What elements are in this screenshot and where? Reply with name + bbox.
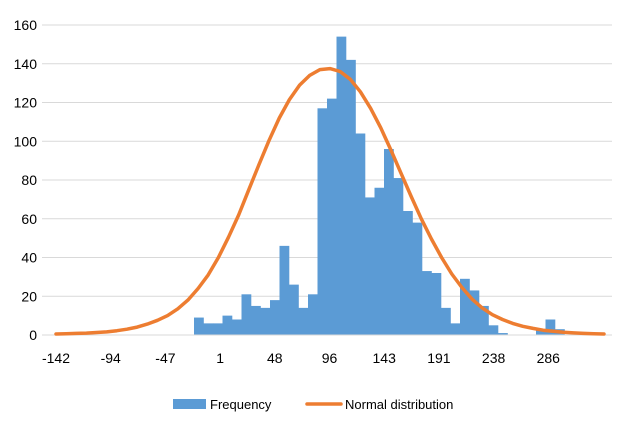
frequency-bar bbox=[251, 305, 261, 335]
frequency-bar bbox=[545, 319, 556, 335]
frequency-bar bbox=[374, 187, 385, 335]
frequency-bar bbox=[384, 149, 394, 335]
frequency-bar bbox=[222, 315, 233, 335]
frequency-bar bbox=[232, 319, 242, 335]
y-tick-label: 140 bbox=[14, 56, 38, 72]
x-tick-label: 96 bbox=[322, 350, 338, 366]
frequency-bar bbox=[441, 307, 451, 335]
frequency-bar bbox=[279, 245, 290, 335]
y-tick-label: 80 bbox=[21, 172, 37, 188]
frequency-bar bbox=[431, 273, 442, 335]
y-tick-label: 100 bbox=[14, 133, 38, 149]
frequency-bar bbox=[488, 325, 499, 335]
y-tick-label: 120 bbox=[14, 95, 38, 111]
legend-label-normal: Normal distribution bbox=[345, 397, 453, 412]
frequency-bar bbox=[241, 294, 252, 335]
y-tick-label: 160 bbox=[14, 17, 38, 33]
frequency-bar bbox=[498, 333, 508, 335]
frequency-bar bbox=[298, 307, 309, 335]
frequency-bar bbox=[469, 290, 480, 335]
frequency-bar bbox=[327, 98, 337, 335]
frequency-bar bbox=[260, 307, 271, 335]
frequency-bar bbox=[270, 300, 280, 335]
frequency-bar bbox=[536, 329, 546, 335]
frequency-bar bbox=[422, 271, 432, 335]
frequency-bar bbox=[213, 323, 223, 335]
frequency-bar bbox=[289, 284, 299, 335]
frequency-bar bbox=[194, 317, 204, 335]
y-tick-label: 60 bbox=[21, 211, 37, 227]
legend-label-frequency: Frequency bbox=[210, 397, 272, 412]
x-tick-label: -47 bbox=[155, 350, 175, 366]
x-tick-label: 1 bbox=[216, 350, 224, 366]
normal-curve bbox=[54, 66, 606, 336]
x-tick-label: 238 bbox=[482, 350, 506, 366]
frequency-bar bbox=[317, 108, 328, 335]
frequency-bar bbox=[346, 59, 356, 335]
x-axis-labels: -142 -94 -47 1 48 96 143 191 238 286 bbox=[42, 350, 560, 366]
y-tick-label: 20 bbox=[21, 288, 37, 304]
x-tick-label: 143 bbox=[373, 350, 397, 366]
frequency-bar bbox=[412, 222, 423, 335]
normal-distribution-line bbox=[54, 66, 606, 336]
x-tick-label: 48 bbox=[267, 350, 283, 366]
frequency-bar bbox=[450, 323, 461, 335]
legend-swatch-frequency bbox=[173, 399, 206, 409]
frequency-bar bbox=[308, 294, 318, 335]
x-tick-label: 191 bbox=[427, 350, 451, 366]
x-tick-label: 286 bbox=[537, 350, 561, 366]
x-tick-label: -94 bbox=[101, 350, 121, 366]
frequency-bar bbox=[479, 305, 489, 335]
frequency-bars bbox=[194, 36, 565, 335]
legend: Frequency Normal distribution bbox=[173, 397, 453, 412]
frequency-bar bbox=[460, 278, 470, 335]
frequency-bar bbox=[393, 178, 404, 335]
y-axis-labels: 0 20 40 60 80 100 120 140 160 bbox=[14, 17, 38, 343]
y-tick-label: 40 bbox=[21, 250, 37, 266]
y-tick-label: 0 bbox=[29, 327, 37, 343]
frequency-bar bbox=[203, 323, 214, 335]
frequency-bar bbox=[403, 211, 413, 335]
x-tick-label: -142 bbox=[42, 350, 70, 366]
frequency-bar bbox=[355, 133, 366, 335]
frequency-bar bbox=[336, 36, 347, 335]
frequency-bar bbox=[365, 197, 375, 335]
